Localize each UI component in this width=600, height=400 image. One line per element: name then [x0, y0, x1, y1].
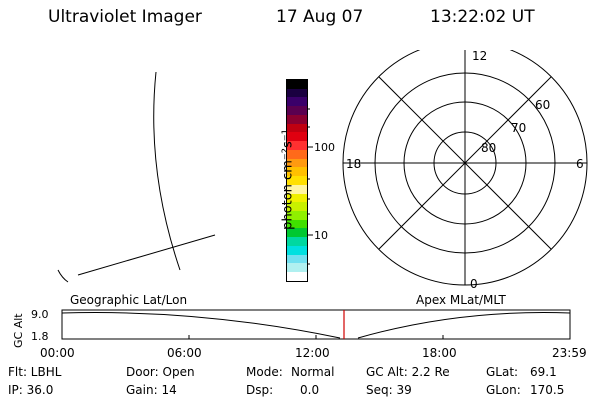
- altitude-y-top: 9.0: [31, 308, 49, 321]
- colorbar-segment: [287, 272, 307, 281]
- colorbar-segment: [287, 114, 307, 124]
- colorbar-segment: [287, 123, 307, 133]
- geographic-panel: [57, 71, 216, 283]
- colorbar-segment: [287, 88, 307, 98]
- longitude-line: [153, 71, 181, 271]
- mlt-label-0: 0: [470, 277, 478, 290]
- colorbar-segment: [287, 158, 307, 168]
- axis-diagonal-b: [378, 76, 552, 250]
- polar-plot: 12 0 18 6 60 70 80: [342, 50, 588, 290]
- mlat-label-70: 70: [511, 121, 526, 135]
- glon-label: GLon:: [486, 383, 521, 397]
- colorbar-segment: [287, 132, 307, 142]
- altitude-y-bottom: 1.8: [31, 330, 49, 343]
- colorbar-segment: [287, 184, 307, 194]
- colorbar-segment: [287, 106, 307, 115]
- colorbar-segment: [287, 228, 307, 238]
- glon-value: 170.5: [530, 383, 565, 397]
- geographic-label: Geographic Lat/Lon: [70, 293, 188, 307]
- colorbar-segment: [287, 237, 307, 246]
- gain-info: Gain: 14: [126, 383, 177, 397]
- instrument-title: Ultraviolet Imager: [48, 7, 202, 27]
- colorbar-segment: [287, 254, 307, 264]
- colorbar-tick-100: 100: [314, 141, 335, 154]
- time-tick-0000: 00:00: [40, 346, 75, 360]
- glat-label: GLat:: [486, 365, 519, 379]
- colorbar-segment: [287, 141, 307, 150]
- altitude-y-label: GC Alt: [12, 313, 25, 348]
- gc-alt-info: GC Alt: 2.2 Re: [366, 365, 450, 379]
- altitude-plot: 9.0 1.8 GC Alt: [12, 308, 571, 348]
- time-label: 13:22:02 UT: [430, 7, 535, 27]
- colorbar-unit-label: photon cm⁻²s⁻¹: [280, 129, 296, 230]
- colorbar-segment: [287, 263, 307, 273]
- colorbar-segment: [287, 193, 307, 203]
- colorbar-segment: [287, 202, 307, 212]
- mlt-label-6: 6: [576, 157, 584, 171]
- latitude-line: [77, 234, 216, 276]
- colorbar-tick-10: 10: [314, 229, 328, 242]
- colorbar-segment: [287, 80, 307, 89]
- apex-label: Apex MLat/MLT: [416, 293, 506, 307]
- colorbar-segment: [287, 219, 307, 229]
- dsp-label: Dsp:: [246, 383, 274, 397]
- filter-info: Flt: LBHL: [8, 365, 62, 379]
- door-info: Door: Open: [126, 365, 195, 379]
- latitude-fragment: [57, 269, 69, 283]
- mlat-label-80: 80: [481, 141, 496, 155]
- ip-info: IP: 36.0: [8, 383, 54, 397]
- colorbar-segment: [287, 211, 307, 220]
- time-tick-2359: 23:59: [552, 346, 587, 360]
- mode-label: Mode:: [246, 365, 283, 379]
- colorbar-axis: 100 10: [307, 108, 335, 265]
- colorbar-segment: [287, 245, 307, 255]
- date-label: 17 Aug 07: [276, 7, 364, 27]
- seq-info: Seq: 39: [366, 383, 412, 397]
- time-tick-1200: 12:00: [295, 346, 330, 360]
- colorbar-segment: [287, 176, 307, 185]
- colorbar-segment: [287, 167, 307, 177]
- time-tick-1800: 18:00: [422, 346, 457, 360]
- mode-value: Normal: [291, 365, 335, 379]
- colorbar-segment: [287, 97, 307, 107]
- mlat-label-60: 60: [535, 98, 550, 112]
- glat-value: 69.1: [530, 365, 557, 379]
- colorbar-segment: [287, 149, 307, 159]
- mlt-label-12: 12: [472, 50, 487, 63]
- colorbar: [286, 79, 308, 282]
- dsp-value: 0.0: [300, 383, 320, 397]
- altitude-curve: [61, 312, 571, 339]
- mlt-label-18: 18: [346, 157, 361, 171]
- time-tick-0600: 06:00: [167, 346, 202, 360]
